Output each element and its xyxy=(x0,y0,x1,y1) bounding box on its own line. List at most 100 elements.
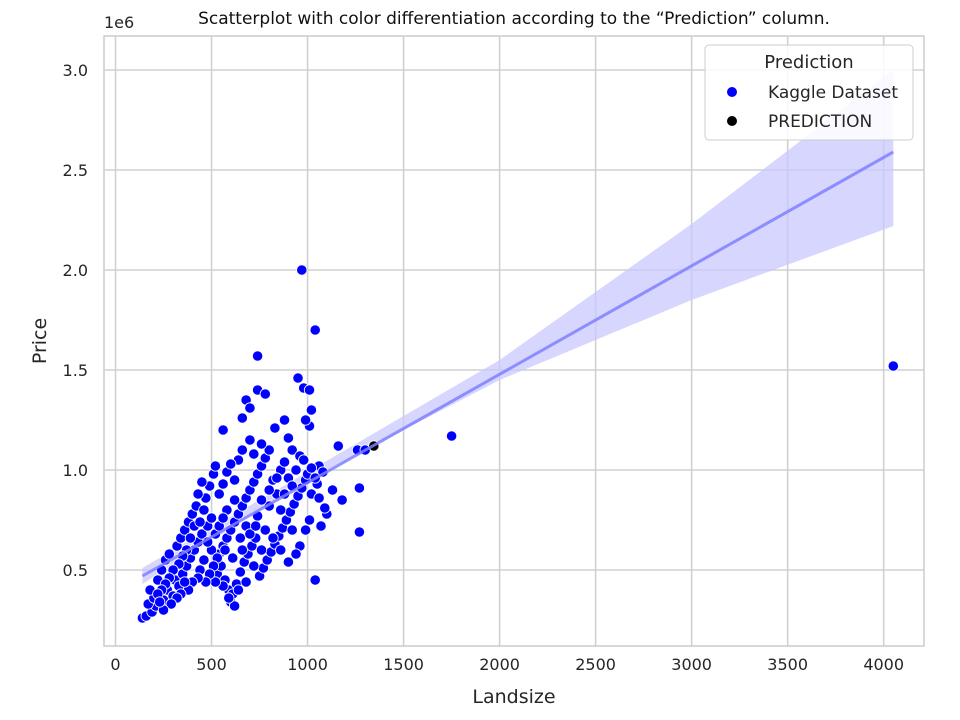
kaggle-data-point xyxy=(198,504,210,516)
kaggle-data-point xyxy=(236,412,248,424)
kaggle-data-point xyxy=(309,324,321,336)
kaggle-data-point xyxy=(196,528,208,540)
legend: Prediction Kaggle Dataset PREDICTION xyxy=(704,44,914,141)
kaggle-data-point xyxy=(217,512,229,524)
kaggle-data-point xyxy=(227,552,239,564)
kaggle-data-point xyxy=(217,424,229,436)
kaggle-data-point xyxy=(184,532,196,544)
x-tick-label: 1000 xyxy=(287,655,328,674)
kaggle-data-point xyxy=(244,528,256,540)
x-tick-label: 4000 xyxy=(863,655,904,674)
legend-label-prediction: PREDICTION xyxy=(768,112,872,132)
kaggle-data-point xyxy=(353,526,365,538)
kaggle-data-point xyxy=(252,350,264,362)
kaggle-data-point xyxy=(179,576,191,588)
regression-line xyxy=(141,150,895,578)
kaggle-data-point xyxy=(286,444,298,456)
kaggle-data-point xyxy=(305,404,317,416)
kaggle-data-point xyxy=(255,544,268,556)
kaggle-data-point xyxy=(299,524,312,536)
legend-label-kaggle: Kaggle Dataset xyxy=(768,83,898,103)
kaggle-data-point xyxy=(332,440,344,452)
kaggle-data-point xyxy=(154,596,166,608)
kaggle-data-point xyxy=(263,444,275,456)
kaggle-data-point xyxy=(229,474,241,486)
kaggle-data-point xyxy=(267,532,279,544)
x-tick-label: 3500 xyxy=(767,655,808,674)
kaggle-data-point xyxy=(229,600,241,612)
kaggle-data-point xyxy=(313,492,325,504)
chart-title: Scatterplot with color differentiation a… xyxy=(198,9,830,29)
kaggle-data-point xyxy=(271,472,283,484)
y-offset-text: 1e6 xyxy=(104,13,134,32)
kaggle-data-point xyxy=(229,494,241,506)
x-tick-label: 1500 xyxy=(383,655,424,674)
kaggle-data-point xyxy=(255,438,268,450)
x-tick-label: 3000 xyxy=(671,655,712,674)
kaggle-data-point xyxy=(303,514,316,526)
kaggle-data-point xyxy=(278,414,291,426)
kaggle-data-point xyxy=(326,484,339,496)
kaggle-data-point xyxy=(213,488,225,500)
regression-line-layer xyxy=(141,150,895,578)
kaggle-data-point xyxy=(192,488,204,500)
x-tick-labels: 0 500 1000 1500 2000 2500 3000 3500 4000 xyxy=(110,655,904,674)
y-tick-label: 1.0 xyxy=(63,461,88,480)
kaggle-data-point xyxy=(232,584,244,596)
kaggle-data-point xyxy=(248,560,260,572)
kaggle-data-point xyxy=(282,556,294,568)
x-tick-label: 2500 xyxy=(575,655,616,674)
kaggle-data-point xyxy=(290,464,302,476)
kaggle-data-point xyxy=(275,544,287,556)
kaggle-data-point xyxy=(305,462,317,474)
kaggle-data-point xyxy=(282,432,294,444)
kaggle-data-point xyxy=(259,524,271,536)
legend-title: Prediction xyxy=(764,52,853,73)
kaggle-data-point xyxy=(255,494,268,506)
kaggle-data-point xyxy=(296,264,308,276)
kaggle-data-point xyxy=(234,532,246,544)
x-tick-label: 500 xyxy=(196,655,227,674)
kaggle-data-point xyxy=(269,422,281,434)
kaggle-data-point xyxy=(223,592,235,604)
kaggle-data-point xyxy=(236,444,248,456)
kaggle-data-point xyxy=(240,576,252,588)
kaggle-data-point xyxy=(250,520,262,532)
kaggle-data-point xyxy=(244,402,256,414)
kaggle-data-point xyxy=(353,482,365,494)
kaggle-data-point xyxy=(887,360,899,372)
kaggle-data-point xyxy=(244,434,256,446)
kaggle-data-point xyxy=(290,548,302,560)
kaggle-data-point xyxy=(319,502,331,514)
y-tick-labels: 0.5 1.0 1.5 2.0 2.5 3.0 xyxy=(63,61,88,580)
kaggle-data-point xyxy=(205,512,218,524)
kaggle-data-point xyxy=(225,458,237,470)
kaggle-data-point xyxy=(445,430,458,442)
kaggle-data-point xyxy=(236,544,248,556)
kaggle-data-point xyxy=(298,454,310,466)
kaggle-data-point xyxy=(303,384,316,396)
kaggle-data-point xyxy=(278,456,291,468)
kaggle-data-point xyxy=(292,372,304,384)
legend-marker-prediction xyxy=(727,116,737,126)
kaggle-data-point xyxy=(217,478,229,490)
kaggle-data-point xyxy=(315,520,327,532)
kaggle-data-point xyxy=(286,524,298,536)
y-tick-label: 3.0 xyxy=(63,61,88,80)
x-tick-label: 2000 xyxy=(479,655,520,674)
y-tick-label: 0.5 xyxy=(63,561,88,580)
kaggle-data-point xyxy=(165,598,177,610)
legend-box xyxy=(704,44,914,141)
y-axis-title: Price xyxy=(29,318,51,364)
kaggle-data-point xyxy=(275,504,287,516)
legend-marker-kaggle xyxy=(727,87,737,97)
kaggle-data-point xyxy=(234,566,246,578)
kaggle-data-point xyxy=(336,494,348,506)
kaggle-data-point xyxy=(309,574,321,586)
x-axis-title: Landsize xyxy=(472,686,555,708)
y-tick-label: 1.5 xyxy=(63,361,88,380)
kaggle-data-point xyxy=(194,516,206,528)
x-tick-label: 0 xyxy=(110,655,120,674)
y-tick-label: 2.0 xyxy=(63,261,88,280)
